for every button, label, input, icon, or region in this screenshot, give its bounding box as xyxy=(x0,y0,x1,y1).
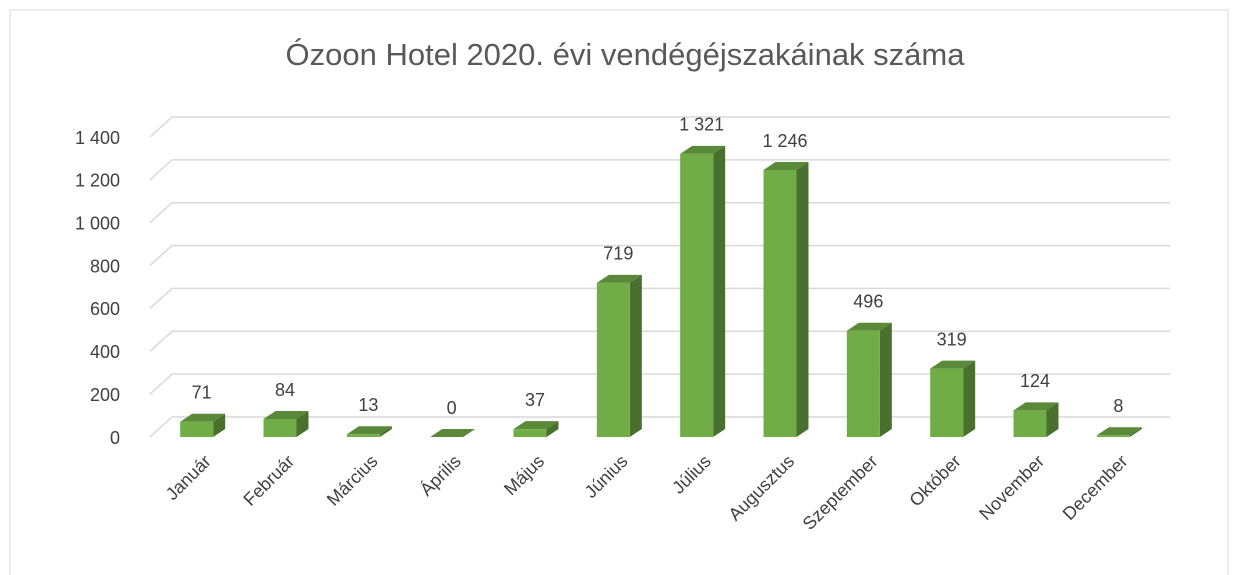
bar-side xyxy=(713,145,726,437)
data-label: 1 321 xyxy=(679,115,724,135)
bar xyxy=(1096,427,1142,437)
bar-top xyxy=(513,421,559,430)
grid-line xyxy=(149,244,1170,267)
bar-front xyxy=(596,282,630,437)
grid-line xyxy=(149,330,1170,352)
data-label: 0 xyxy=(447,398,457,418)
bar-top xyxy=(596,274,642,283)
bar-top xyxy=(680,145,726,154)
bar-top xyxy=(1096,427,1142,436)
y-tick-label: 200 xyxy=(90,385,120,405)
bar-side xyxy=(296,411,309,437)
data-label: 71 xyxy=(192,383,212,403)
grid-line xyxy=(149,287,1170,309)
grid-line xyxy=(149,116,1170,138)
bar-side xyxy=(963,360,976,437)
bar-side xyxy=(379,426,392,437)
bar xyxy=(596,274,642,437)
y-tick-label: 1 000 xyxy=(75,213,120,233)
grid-line xyxy=(149,373,1170,395)
bar-side xyxy=(1046,402,1059,437)
data-label: 37 xyxy=(525,390,545,410)
bar-side xyxy=(629,274,642,437)
data-label: 496 xyxy=(853,291,883,311)
bar-front xyxy=(930,368,964,437)
grid-line xyxy=(149,201,1170,224)
data-label: 319 xyxy=(937,329,967,349)
chart-title: Ózoon Hotel 2020. évi vendégéjszakáinak … xyxy=(286,37,966,72)
bar-front xyxy=(680,153,714,437)
data-label: 13 xyxy=(358,395,378,415)
bar-front xyxy=(846,330,880,437)
bar xyxy=(930,360,976,437)
bar-top xyxy=(846,322,892,331)
y-tick-label: 400 xyxy=(90,342,120,362)
bar-side xyxy=(879,322,892,437)
y-tick-label: 600 xyxy=(90,299,120,319)
bar-front xyxy=(180,421,214,437)
y-tick-label: 1 200 xyxy=(75,171,120,191)
grid-line xyxy=(149,416,1170,438)
bar-side xyxy=(546,421,559,437)
bar-top xyxy=(763,162,809,170)
data-label: 719 xyxy=(603,244,633,264)
bar xyxy=(430,429,476,437)
data-label: 84 xyxy=(275,380,295,400)
bar-side xyxy=(796,162,809,437)
bar xyxy=(763,162,809,437)
bar-front xyxy=(263,419,297,437)
bar-front xyxy=(763,170,797,437)
bar-top xyxy=(180,413,226,422)
data-label: 124 xyxy=(1020,371,1050,391)
bar-side xyxy=(1129,427,1142,437)
bar xyxy=(846,322,892,437)
bar-top xyxy=(1013,402,1059,411)
bar-front xyxy=(346,434,380,437)
bar xyxy=(1013,402,1059,437)
bar xyxy=(346,426,392,437)
bar xyxy=(680,145,726,437)
data-label: 8 xyxy=(1113,396,1123,416)
data-label: 1 246 xyxy=(762,131,807,151)
bar-front xyxy=(1096,435,1130,437)
bar-top xyxy=(430,429,476,437)
y-tick-label: 1 400 xyxy=(75,128,120,148)
bar-top xyxy=(346,426,392,435)
bar xyxy=(263,411,309,437)
bar xyxy=(513,421,559,437)
bar-side xyxy=(213,413,226,437)
bar-top xyxy=(263,411,309,419)
grid-line xyxy=(149,159,1170,181)
bar-front xyxy=(1013,410,1047,437)
bar xyxy=(180,413,226,437)
bar-top xyxy=(930,360,976,369)
bar-front xyxy=(513,429,547,437)
y-tick-label: 0 xyxy=(110,428,120,448)
y-tick-label: 800 xyxy=(90,256,120,276)
